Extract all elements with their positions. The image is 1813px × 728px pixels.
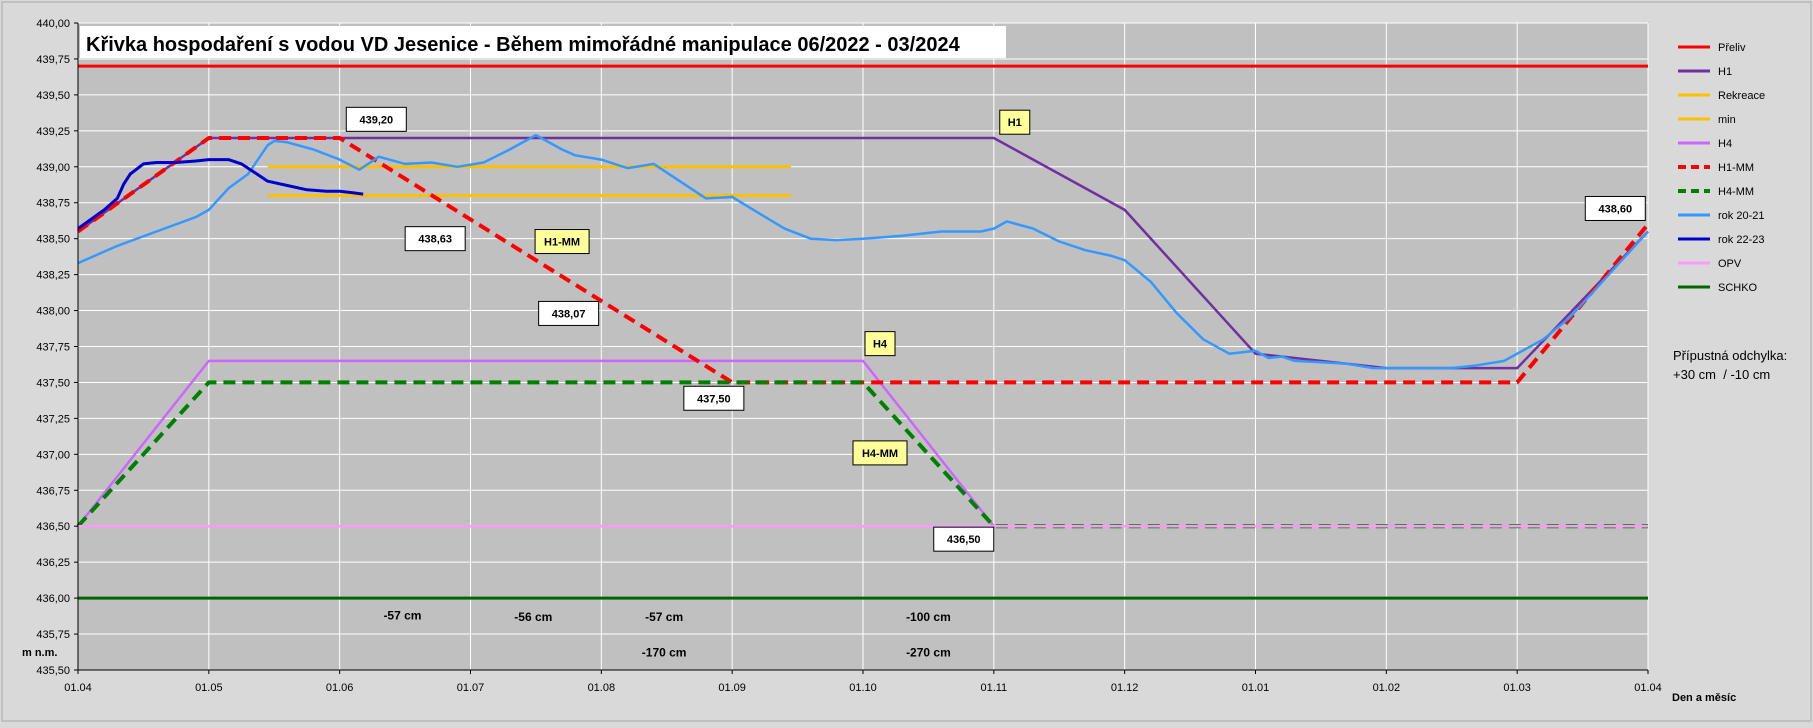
x-tick-label: 01.06 (326, 682, 354, 694)
tolerance-note-line-2: +30 cm / -10 cm (1673, 367, 1770, 382)
series-line-rok-20-21 (77, 133, 1649, 370)
chart-title: Křivka hospodaření s vodou VD Jesenice -… (86, 34, 961, 56)
annotation-layer: 439,20 438,63 438,07 437,50 436,50 438,60 H1 H1… (345, 106, 1646, 660)
x-tick-label: 01.01 (1242, 682, 1270, 694)
series-layer (76, 64, 1650, 600)
y-tick-label: 440,00 (36, 18, 70, 30)
x-tick-label: 01.08 (588, 682, 616, 694)
y-tick-label: 437,25 (36, 413, 70, 425)
annotation-box (864, 331, 896, 357)
legend-label: H1 (1718, 66, 1732, 78)
legend-label: Rekreace (1718, 90, 1765, 102)
annotation-label: -270 cm (906, 646, 951, 660)
y-tick-label: 437,75 (36, 342, 70, 354)
legend-label: H4 (1718, 138, 1732, 150)
chart-title-background (80, 26, 1006, 58)
legend: Přeliv H1 Rekreace min H4 H1-MM H4-MM rok 20-21… (1678, 42, 1765, 294)
annotation-label: -57 cm (645, 610, 683, 624)
annotation-label: 439,20 (359, 114, 393, 126)
annotation-box (933, 526, 995, 552)
annotation-label: -100 cm (906, 610, 951, 624)
y-tick-label: 439,25 (36, 126, 70, 138)
annotation-box (999, 109, 1031, 135)
series-line-h1-mm (76, 136, 1650, 385)
y-tick-label: 438,00 (36, 306, 70, 318)
annotation-label: 438,07 (552, 308, 586, 320)
annotation-label: H1 (1008, 117, 1022, 129)
annotation-box (852, 440, 908, 466)
annotation-label: 436,50 (947, 534, 981, 546)
chart-title-group: Křivka hospodaření s vodou VD Jesenice -… (80, 26, 1006, 58)
legend-label: H4-MM (1718, 186, 1754, 198)
x-tick-label: 01.09 (718, 682, 746, 694)
y-axis-label: m n.m. (22, 647, 57, 659)
y-tick-label: 435,75 (36, 629, 70, 641)
y-tick-label: 438,25 (36, 270, 70, 282)
annotation-label: H4-MM (862, 448, 898, 460)
y-tick-label: 439,75 (36, 54, 70, 66)
legend-label: SCHKO (1718, 282, 1758, 294)
annotation-box (534, 229, 590, 255)
annotation-label: 438,63 (418, 234, 452, 246)
annotation-label: H1-MM (544, 237, 580, 249)
annotation-label: -56 cm (514, 610, 552, 624)
annotation-label: -57 cm (383, 608, 421, 622)
x-tick-label: 01.07 (457, 682, 485, 694)
legend-label: OPV (1718, 258, 1742, 270)
annotation-label: 438,60 (1598, 203, 1632, 215)
annotation-box (345, 106, 407, 132)
x-tick-label: 01.12 (1111, 682, 1139, 694)
annotation-label: H4 (873, 339, 888, 351)
legend-label: min (1718, 114, 1736, 126)
axis-layer: 435,50 435,75 436,00 436,25 436,50 436,75 437,… (36, 18, 1661, 694)
annotation-box (683, 385, 745, 411)
x-tick-label: 01.10 (849, 682, 877, 694)
x-tick-label: 01.04 (64, 682, 92, 694)
x-tick-label: 01.11 (980, 682, 1007, 694)
x-axis-label: Den a měsíc (1672, 692, 1736, 704)
legend-label: Přeliv (1718, 42, 1746, 54)
y-tick-label: 436,25 (36, 557, 70, 569)
y-tick-label: 438,50 (36, 234, 70, 246)
y-tick-label: 439,00 (36, 162, 70, 174)
y-tick-label: 437,00 (36, 449, 70, 461)
annotation-box (538, 300, 600, 326)
y-tick-label: 438,75 (36, 198, 70, 210)
x-tick-label: 01.02 (1373, 682, 1401, 694)
y-tick-label: 436,00 (36, 593, 70, 605)
tolerance-note-line-1: Přípustná odchylka: (1673, 348, 1787, 363)
annotation-label: 437,50 (697, 393, 731, 405)
annotation-box (404, 226, 466, 252)
annotation-label: -170 cm (642, 646, 687, 660)
annotation-box (1584, 195, 1646, 221)
legend-label: H1-MM (1718, 162, 1754, 174)
legend-label: rok 20-21 (1718, 210, 1764, 222)
y-tick-label: 435,50 (36, 665, 70, 677)
y-tick-label: 436,75 (36, 485, 70, 497)
y-tick-label: 436,50 (36, 521, 70, 533)
y-tick-label: 439,50 (36, 90, 70, 102)
x-tick-label: 01.05 (195, 682, 223, 694)
x-tick-label: 01.03 (1503, 682, 1531, 694)
x-tick-label: 01.04 (1634, 682, 1662, 694)
legend-label: rok 22-23 (1718, 234, 1764, 246)
series-line-rok-22-23 (77, 158, 364, 230)
y-tick-label: 437,50 (36, 377, 70, 389)
